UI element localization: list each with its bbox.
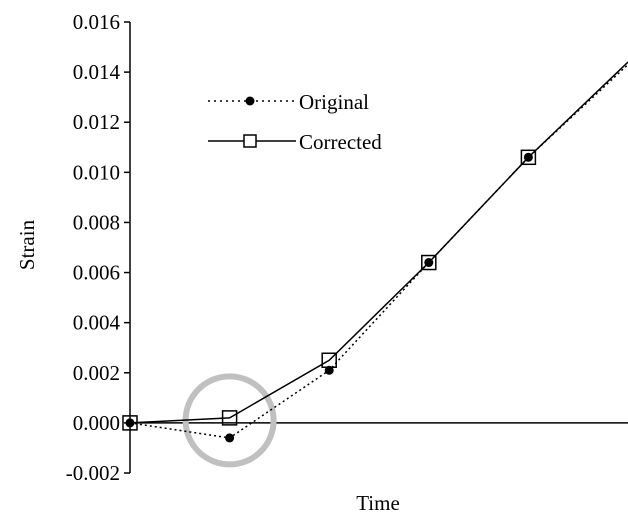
legend-original-marker — [245, 96, 255, 106]
axes — [129, 22, 628, 473]
legend-original-label: Original — [299, 90, 369, 114]
series — [122, 61, 628, 443]
highlight-circle — [182, 373, 277, 468]
corrected-point — [520, 149, 537, 166]
corrected-point — [421, 254, 437, 271]
corrected-point — [221, 410, 238, 426]
y-tick-label: 0.000 — [73, 411, 120, 435]
y-tick-label: 0.014 — [73, 60, 121, 84]
y-axis-title: Strain — [15, 219, 39, 270]
legend-corrected-marker — [243, 134, 257, 148]
y-tick-label: 0.016 — [73, 10, 120, 34]
series-corrected — [122, 61, 628, 431]
y-axis-ticks: -0.002 0.000 0.002 0.004 0.006 0.008 0.010 0.01… — [66, 10, 130, 485]
original-point — [225, 433, 235, 443]
y-tick-label: 0.010 — [73, 160, 120, 184]
y-tick-label: -0.002 — [66, 461, 120, 485]
y-tick-label: 0.006 — [73, 261, 120, 285]
corrected-point — [122, 415, 138, 431]
x-axis-title: Time — [356, 491, 400, 515]
y-tick-label: 0.012 — [73, 110, 120, 134]
original-point — [324, 365, 334, 375]
corrected-point — [321, 352, 337, 368]
annotations — [182, 373, 277, 468]
legend: Original Corrected — [208, 90, 382, 154]
y-tick-label: 0.002 — [73, 361, 120, 385]
y-tick-label: 0.004 — [73, 311, 121, 335]
legend-corrected-label: Corrected — [299, 130, 382, 154]
corrected-line — [129, 61, 628, 424]
y-tick-label: 0.008 — [73, 210, 120, 234]
